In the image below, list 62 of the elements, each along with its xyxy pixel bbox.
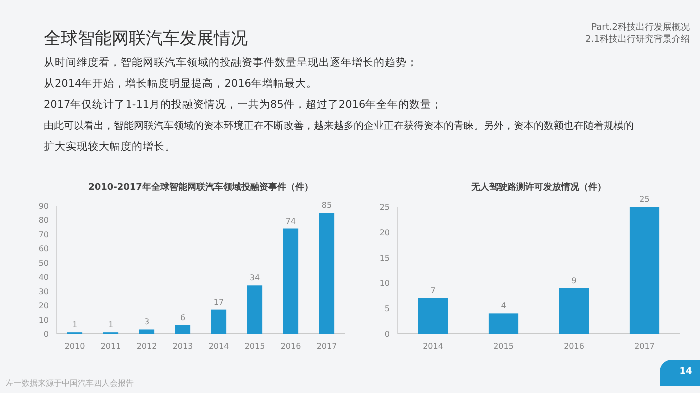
text: 扩大实现较大幅度的增长。 xyxy=(44,140,176,153)
y-tick-label: 30 xyxy=(38,287,49,296)
text: 由此可以看出，智能网联汽车领域的资本环境正在不断改善，越来越多的企业正在获得资本的青睐。另外，资本的数额也在随着规模的 xyxy=(44,120,634,132)
x-tick-label: 2016 xyxy=(564,342,584,351)
x-tick-label: 2015 xyxy=(244,342,266,351)
data-label: 4 xyxy=(501,302,506,311)
y-tick-label: 80 xyxy=(38,216,49,226)
y-tick-label: 20 xyxy=(38,302,49,311)
data-label: 74 xyxy=(286,216,296,226)
data-label: 1 xyxy=(72,320,78,330)
bar xyxy=(319,213,335,334)
data-label: 17 xyxy=(214,298,224,307)
bar xyxy=(630,207,660,334)
data-label: 85 xyxy=(322,201,332,210)
bar xyxy=(211,310,227,334)
x-tick-label: 2015 xyxy=(494,342,514,351)
text: 左一数据来源于中国汽车四人会报告 xyxy=(6,379,134,388)
y-tick-label: 25 xyxy=(380,203,390,212)
y-tick-label: 50 xyxy=(38,258,49,268)
data-label: 34 xyxy=(250,274,260,283)
bar xyxy=(488,314,519,334)
y-tick-label: 20 xyxy=(380,228,390,238)
text: 从时间维度看，智能网联汽车领域的投融资事件数量呈现出逐年增长的趋势； xyxy=(44,56,418,69)
y-tick-label: 15 xyxy=(380,254,390,263)
text: Part.2科技出行发展概况 xyxy=(592,22,690,33)
x-tick-label: 2016 xyxy=(280,342,302,351)
bar xyxy=(175,325,191,334)
y-tick-label: 10 xyxy=(380,279,390,288)
text: 14 xyxy=(680,367,692,377)
data-label: 1 xyxy=(108,320,114,330)
x-tick-label: 2012 xyxy=(136,342,158,351)
x-tick-label: 2017 xyxy=(316,342,338,351)
text: 从2014年开始，增长幅度明显提高，2016年增幅最大。 xyxy=(44,77,318,90)
bar xyxy=(139,330,155,334)
bar xyxy=(418,298,448,334)
y-tick-label: 60 xyxy=(38,244,49,254)
bar xyxy=(247,286,263,334)
text: 2017年仅统计了1-11月的投融资情况，一共为85件，超过了2016年全年的数量； xyxy=(44,98,443,111)
data-label: 3 xyxy=(144,318,150,327)
data-label: 6 xyxy=(180,313,186,322)
y-tick-label: 40 xyxy=(38,273,49,282)
text: 全球智能网联汽车发展情况 xyxy=(44,29,248,49)
y-tick-label: 70 xyxy=(38,230,49,240)
x-tick-label: 2014 xyxy=(423,342,444,351)
data-label: 25 xyxy=(640,195,650,204)
y-tick-label: 10 xyxy=(38,316,49,325)
y-tick-label: 90 xyxy=(38,202,49,211)
y-tick-label: 0 xyxy=(384,330,390,339)
chart-title: 无人驾驶路测许可发放情况（件） xyxy=(470,182,606,193)
chart-title: 2010-2017年全球智能网联汽车领域投融资事件（件） xyxy=(88,182,314,193)
y-tick-label: 5 xyxy=(384,304,390,314)
data-label: 7 xyxy=(430,286,436,296)
bar xyxy=(283,228,299,334)
x-tick-label: 2017 xyxy=(634,342,655,351)
x-tick-label: 2014 xyxy=(208,342,230,351)
y-tick-label: 0 xyxy=(44,330,49,339)
x-tick-label: 2010 xyxy=(64,342,86,351)
data-label: 9 xyxy=(572,276,577,286)
x-tick-label: 2013 xyxy=(172,342,194,351)
bar xyxy=(559,288,590,334)
x-tick-label: 2011 xyxy=(100,342,122,351)
text: 2.1科技出行研究背景介绍 xyxy=(586,34,690,45)
